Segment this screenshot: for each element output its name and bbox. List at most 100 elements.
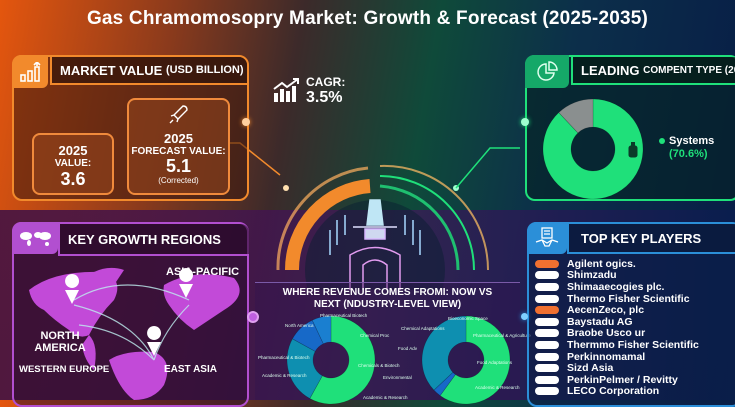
- player-name: AecenZeco, plc: [567, 304, 645, 317]
- leading-legend: Systems (70.6%): [659, 135, 714, 161]
- location-pin-icon: [65, 268, 194, 356]
- player-name: Baystadu AG: [567, 315, 633, 328]
- gc-injector-circuit-icon: [329, 199, 421, 290]
- market-value-header: MARKET VALUE (USD BILLION): [50, 57, 247, 85]
- legend-dot: [659, 138, 665, 144]
- player-item: Thermmo Fisher Scientific: [535, 339, 699, 351]
- player-name: Perkinnomamal: [567, 350, 646, 363]
- forecast-value: 5.1: [165, 156, 192, 176]
- forecast-value-card: 2025 FORECAST VALUE: 5.1 (Corrected): [127, 98, 230, 195]
- player-item: Perkinnomamal: [535, 351, 699, 363]
- donut-label: Chemicals & Biotech: [358, 363, 400, 368]
- connector-dot: [521, 118, 529, 126]
- forecast-note: (Corrected): [158, 176, 199, 185]
- player-item: Braobe Usco ur: [535, 327, 699, 340]
- players-header: TOP KEY PLAYERS: [567, 224, 735, 254]
- company-logo-icon: [535, 329, 559, 338]
- player-name: LECO Corporation: [567, 385, 660, 398]
- donut-label: Academic & Research: [262, 373, 307, 378]
- cagr-value: 3.5%: [306, 89, 343, 106]
- player-name: Braobe Usco ur: [567, 327, 646, 340]
- donut-slice: [421, 315, 467, 391]
- region-label-western-europe: WESTERN EUROPE: [19, 364, 110, 375]
- current-value-card: 2025 VALUE: 3.6: [32, 133, 114, 195]
- player-item: AecenZeco, plc: [535, 304, 699, 316]
- company-logo-icon: [535, 387, 559, 396]
- player-item: Agilent ogics.: [535, 258, 699, 270]
- donut-slice: [542, 98, 644, 200]
- connector-dot: [521, 313, 528, 320]
- revenue-title: WHERE REVENUE COMES FROMI: NOW VS NEXT (…: [255, 287, 520, 311]
- players-list: Agilent ogics. Shimzadu Shimaaecogies plc.…: [535, 258, 699, 397]
- company-logo-icon: [535, 259, 559, 268]
- current-year: 2025: [58, 143, 88, 158]
- leading-component-panel: LEADING COMPENT TYPE (20 Systems (70.6%): [525, 55, 735, 201]
- player-name: PerkinPelmer / Revitty: [567, 373, 678, 386]
- regions-header: KEY GROWTH REGIONS: [58, 224, 249, 256]
- company-logo-icon: [535, 340, 559, 349]
- donut-slice: [286, 338, 323, 399]
- leading-header: LEADING COMPENT TYPE (20: [571, 57, 735, 85]
- header-light: COMPENT TYPE (20: [643, 64, 735, 76]
- donut-label: Chemical Adaptations: [401, 326, 445, 331]
- player-name: Shimaaecogies plc.: [567, 280, 665, 293]
- forecast-year: 2025: [164, 131, 193, 146]
- donut-label: Pharmaceutical & Biotech: [258, 355, 310, 360]
- donut-label: Chemical Proc: [360, 333, 390, 338]
- player-name: Sizd Asia: [567, 362, 614, 375]
- donut-label: Bioeconomic Space: [448, 316, 488, 321]
- pie-chart-icon: [525, 55, 569, 88]
- player-name: Thermo Fisher Scientific: [567, 292, 690, 305]
- connector-dot: [247, 311, 259, 323]
- market-value-panel: MARKET VALUE (USD BILLION) 2025 VALUE: 3…: [12, 55, 249, 201]
- company-logo-icon: [535, 282, 559, 291]
- company-logo-icon: [535, 306, 559, 315]
- handshake-checklist-icon: [527, 222, 567, 254]
- forecast-label: FORECAST VALUE:: [131, 146, 226, 157]
- bar-chart-up-icon: [12, 55, 48, 88]
- company-logo-icon: [535, 317, 559, 326]
- donut-label: Environmental: [383, 375, 412, 380]
- donut-label: Academic & Research: [475, 385, 520, 390]
- company-logo-icon: [535, 271, 559, 280]
- growth-chart-icon: [273, 78, 299, 102]
- cagr: CAGR: 3.5%: [272, 74, 345, 106]
- player-item: LECO Corporation: [535, 385, 699, 398]
- cagr-label: CAGR:: [306, 75, 346, 89]
- leading-donut-chart: [542, 98, 644, 200]
- player-item: Sizd Asia: [535, 362, 699, 374]
- gauge-orange-arc: [284, 179, 371, 271]
- company-logo-icon: [535, 364, 559, 373]
- header-light: (USD BILLION): [165, 64, 244, 76]
- page-title: Gas Chramomosopry Market: Growth & Forec…: [86, 8, 649, 29]
- donut-label: Food Adaptations: [477, 360, 513, 365]
- current-value: 3.6: [60, 169, 86, 189]
- key-growth-regions-panel: KEY GROWTH REGIONS ASIA-PACIFIC NORTH AM…: [12, 222, 249, 407]
- donut-label: North America: [285, 323, 314, 328]
- donut-slice: [558, 98, 594, 134]
- player-name: Thermmo Fisher Scientific: [567, 338, 699, 351]
- company-logo-icon: [535, 375, 559, 384]
- region-label-north-america: NORTH AMERICA: [34, 330, 86, 354]
- world-map: [29, 267, 240, 400]
- world-map-icon: [12, 222, 58, 254]
- revenue-now-donut-chart: [286, 315, 376, 405]
- player-item: Baystadu AG: [535, 316, 699, 328]
- top-key-players-panel: TOP KEY PLAYERS Agilent ogics. Shimzadu Sh…: [527, 222, 735, 407]
- region-label-east-asia: EAST ASIA: [164, 364, 217, 375]
- company-logo-icon: [535, 294, 559, 303]
- donut-label: Pharmaceutical & Agriculture: [473, 333, 531, 338]
- donut-label: Food Adv: [398, 346, 418, 351]
- revenue-title-line1: WHERE REVENUE COMES FROMI: NOW VS: [282, 287, 493, 298]
- player-name: Agilent ogics.: [567, 257, 636, 270]
- gauge: [230, 142, 520, 290]
- legend-label: Systems: [669, 135, 715, 147]
- revenue-title-line2: NEXT (NDUSTRY-LEVEL VIEW): [313, 299, 462, 310]
- current-label: VALUE:: [54, 158, 92, 169]
- player-name: Shimzadu: [567, 269, 617, 282]
- player-item: PerkinPelmer / Revitty: [535, 374, 699, 386]
- header-bold: LEADING: [581, 62, 640, 78]
- company-logo-icon: [535, 352, 559, 361]
- legend-value: (70.6%): [669, 148, 708, 160]
- donut-label: Pharmaceutical Biotech: [320, 313, 368, 318]
